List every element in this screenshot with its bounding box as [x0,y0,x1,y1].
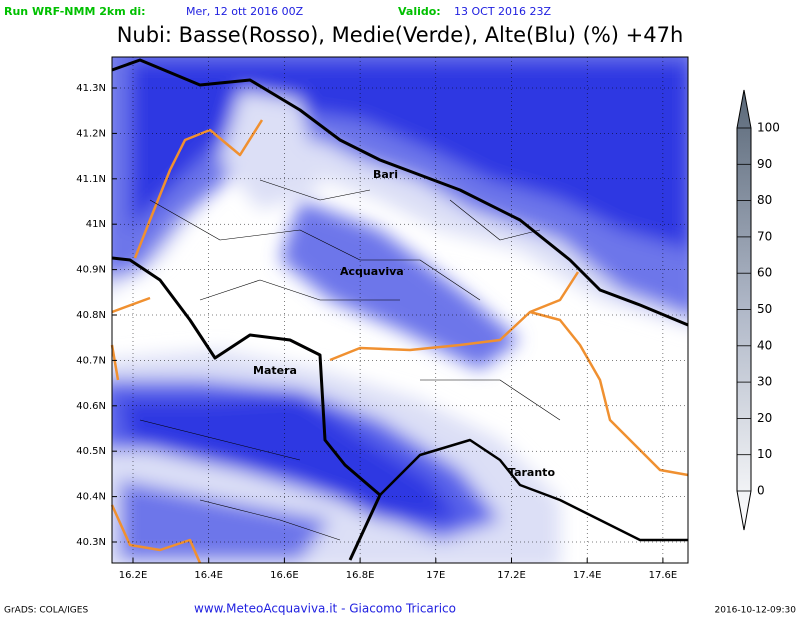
lon-tick-label: 17.4E [573,570,602,581]
lat-tick-label: 41.3N [76,83,106,94]
lat-tick-label: 40.5N [76,446,106,457]
city-label: Matera [253,364,297,377]
lon-tick-label: 17.6E [649,570,678,581]
lat-tick-label: 40.6N [76,401,106,412]
lon-tick-label: 17E [426,570,445,581]
footer-center: www.MeteoAcquaviva.it - Giacomo Tricaric… [194,602,456,616]
city-label: Taranto [508,466,555,479]
colorbar-label: 100 [757,121,780,135]
colorbar-label: 10 [757,447,772,461]
cloud-field [112,57,688,563]
lat-tick-label: 40.8N [76,310,106,321]
lat-tick-label: 40.3N [76,537,106,548]
colorbar-label: 40 [757,338,772,352]
lat-ticks: 41.3N 41.2N 41.1N 41N 40.9N 40.8N 40.7N 40.6N 40… [76,83,117,548]
colorbar-label: 20 [757,411,772,425]
lat-tick-label: 41.2N [76,128,106,139]
colorbar-label: 90 [757,157,772,171]
lat-tick-label: 41N [86,219,106,230]
run-date: Mer, 12 ott 2016 00Z [186,5,304,18]
lat-tick-label: 41.1N [76,174,106,185]
lon-tick-label: 16.8E [346,570,375,581]
colorbar-label: 30 [757,375,772,389]
lon-tick-label: 16.6E [270,570,299,581]
colorbar-label: 50 [757,302,772,316]
lon-tick-label: 16.2E [119,570,148,581]
footer-left: GrADS: COLA/IGES [4,606,88,616]
colorbar-label: 0 [757,484,765,498]
map-title: Nubi: Basse(Rosso), Medie(Verde), Alte(B… [117,23,684,47]
run-label: Run WRF-NMM 2km di: [4,5,146,18]
map-frame [111,56,689,564]
valid-label: Valido: [398,5,441,18]
lon-tick-label: 17.2E [497,570,526,581]
colorbar-label: 80 [757,193,772,207]
footer-right: 2016-10-12-09:30 [715,606,797,616]
lat-tick-label: 40.7N [76,355,106,366]
city-label: Bari [373,168,398,181]
graticule [112,57,688,563]
colorbar-label: 60 [757,266,772,280]
colorbar-label: 70 [757,229,772,243]
lon-ticks: 16.2E 16.4E 16.6E 16.8E 17E 17.2E 17.4E 17.6E [119,558,677,581]
colorbar-body [736,89,752,531]
city-label: Acquaviva [340,265,404,278]
valid-date: 13 OCT 2016 23Z [454,5,552,18]
lat-tick-label: 40.4N [76,492,106,503]
lon-tick-label: 16.4E [194,570,223,581]
borders [110,58,689,564]
lat-tick-label: 40.9N [76,265,106,276]
